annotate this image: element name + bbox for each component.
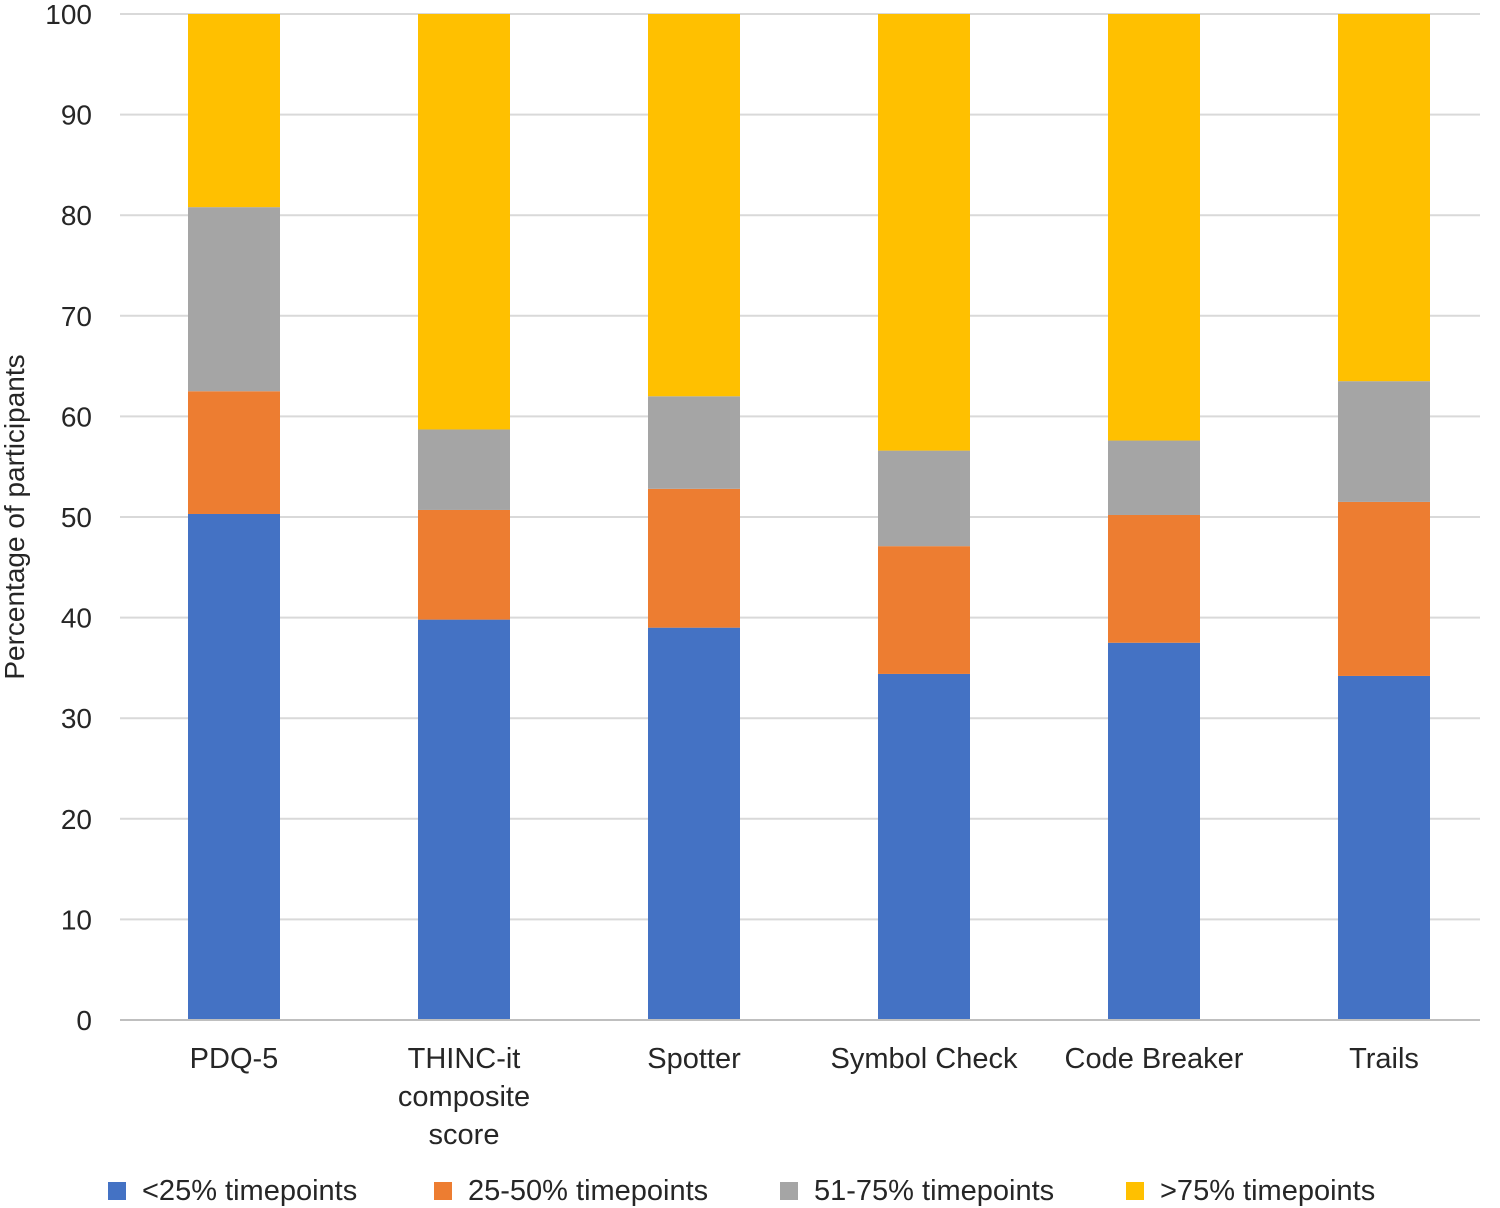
bar-segment-4-4 xyxy=(878,14,970,451)
y-tick-label: 70 xyxy=(61,301,92,332)
y-tick-label: 10 xyxy=(61,904,92,935)
x-category-label: Symbol Check xyxy=(831,1043,1018,1075)
bar-segment-2-5 xyxy=(1108,514,1200,643)
legend: <25% timepoints 25-50% timepoints 51-75% t… xyxy=(108,1175,1375,1207)
legend-swatch-2 xyxy=(434,1182,452,1200)
y-tick-label: 0 xyxy=(76,1005,92,1036)
bar-segment-1-6 xyxy=(1338,675,1430,1020)
bar-segment-4-2 xyxy=(418,14,510,430)
bar-segment-3-1 xyxy=(188,207,280,392)
legend-swatch-1 xyxy=(108,1182,126,1200)
legend-label-3: 51-75% timepoints xyxy=(814,1175,1054,1207)
bars xyxy=(188,14,1430,1020)
legend-swatch-4 xyxy=(1126,1182,1144,1200)
bar-segment-1-3 xyxy=(648,627,740,1020)
x-category-label: Trails xyxy=(1349,1043,1419,1075)
legend-label-2: 25-50% timepoints xyxy=(468,1175,708,1207)
y-tick-label: 100 xyxy=(45,0,92,30)
legend-swatch-3 xyxy=(780,1182,798,1200)
bar-segment-3-4 xyxy=(878,450,970,547)
bar-segment-1-2 xyxy=(418,619,510,1020)
bar-segment-2-3 xyxy=(648,488,740,628)
y-tick-label: 60 xyxy=(61,401,92,432)
bar-segment-1-5 xyxy=(1108,642,1200,1020)
legend-label-4: >75% timepoints xyxy=(1160,1175,1375,1207)
y-tick-label: 20 xyxy=(61,804,92,835)
bar-segment-2-1 xyxy=(188,391,280,514)
y-tick-label: 30 xyxy=(61,703,92,734)
bar-segment-3-6 xyxy=(1338,381,1430,502)
bar-segment-4-3 xyxy=(648,14,740,397)
y-tick-label: 90 xyxy=(61,100,92,131)
bar-segment-4-5 xyxy=(1108,14,1200,441)
bar-segment-4-6 xyxy=(1338,14,1430,382)
bar-segment-1-1 xyxy=(188,513,280,1020)
y-tick-label: 50 xyxy=(61,502,92,533)
legend-label-1: <25% timepoints xyxy=(142,1175,357,1207)
bar-segment-3-3 xyxy=(648,396,740,489)
bar-segment-1-4 xyxy=(878,673,970,1020)
x-category-label: THINC-it composite score xyxy=(398,1043,530,1151)
y-tick-label: 40 xyxy=(61,603,92,634)
gridlines xyxy=(120,13,1480,921)
bar-segment-3-2 xyxy=(418,429,510,510)
x-category-label: Code Breaker xyxy=(1065,1043,1244,1075)
y-tick-label: 80 xyxy=(61,200,92,231)
bar-segment-2-2 xyxy=(418,509,510,620)
labels: 0 10 20 30 40 50 60 70 80 90 100 PDQ-5 THINC-it compo… xyxy=(0,0,1419,1151)
bar-segment-3-5 xyxy=(1108,440,1200,515)
x-category-label: PDQ-5 xyxy=(190,1043,279,1075)
bar-segment-2-6 xyxy=(1338,501,1430,676)
bar-segment-4-1 xyxy=(188,14,280,208)
x-category-label: Spotter xyxy=(647,1043,741,1075)
bar-segment-2-4 xyxy=(878,546,970,674)
y-axis-title: Percentage of participants xyxy=(0,354,30,679)
